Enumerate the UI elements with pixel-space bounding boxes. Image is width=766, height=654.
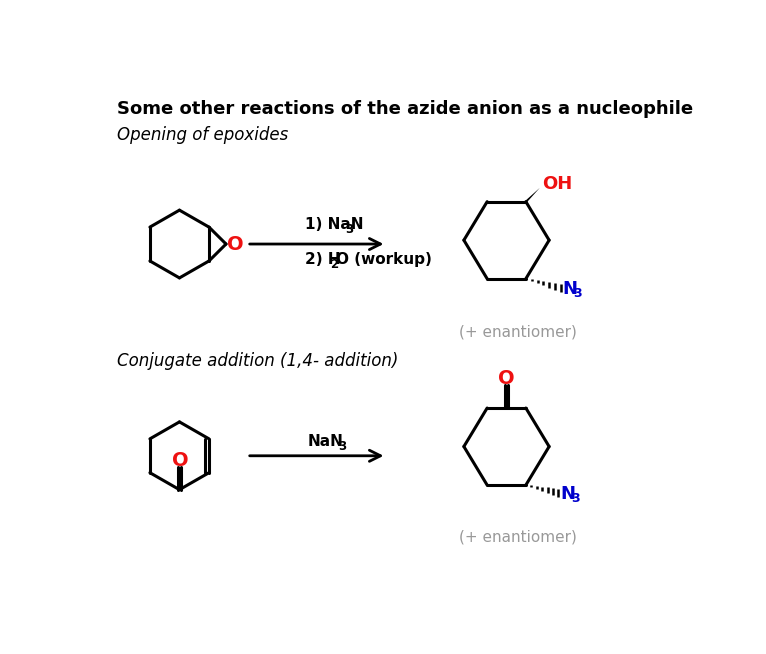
Text: NaN: NaN	[307, 434, 343, 449]
Text: O (workup): O (workup)	[336, 252, 432, 267]
Text: 3: 3	[339, 440, 346, 453]
Text: OH: OH	[542, 175, 572, 193]
Text: 2: 2	[330, 258, 338, 271]
Text: Some other reactions of the azide anion as a nucleophile: Some other reactions of the azide anion …	[117, 100, 693, 118]
Text: N: N	[560, 485, 575, 504]
Text: (+ enantiomer): (+ enantiomer)	[459, 325, 577, 340]
Text: 3: 3	[571, 492, 579, 505]
Text: Opening of epoxides: Opening of epoxides	[117, 126, 289, 145]
Text: (+ enantiomer): (+ enantiomer)	[459, 530, 577, 545]
Text: 1) NaN: 1) NaN	[305, 217, 364, 232]
Text: O: O	[498, 370, 515, 388]
Text: O: O	[172, 451, 188, 470]
Text: Conjugate addition (1,4- addition): Conjugate addition (1,4- addition)	[117, 352, 399, 370]
Text: 3: 3	[573, 287, 581, 300]
Text: O: O	[227, 235, 244, 254]
Text: 2) H: 2) H	[305, 252, 341, 267]
Text: 3: 3	[345, 223, 353, 236]
Text: N: N	[562, 281, 578, 298]
Polygon shape	[524, 188, 540, 201]
